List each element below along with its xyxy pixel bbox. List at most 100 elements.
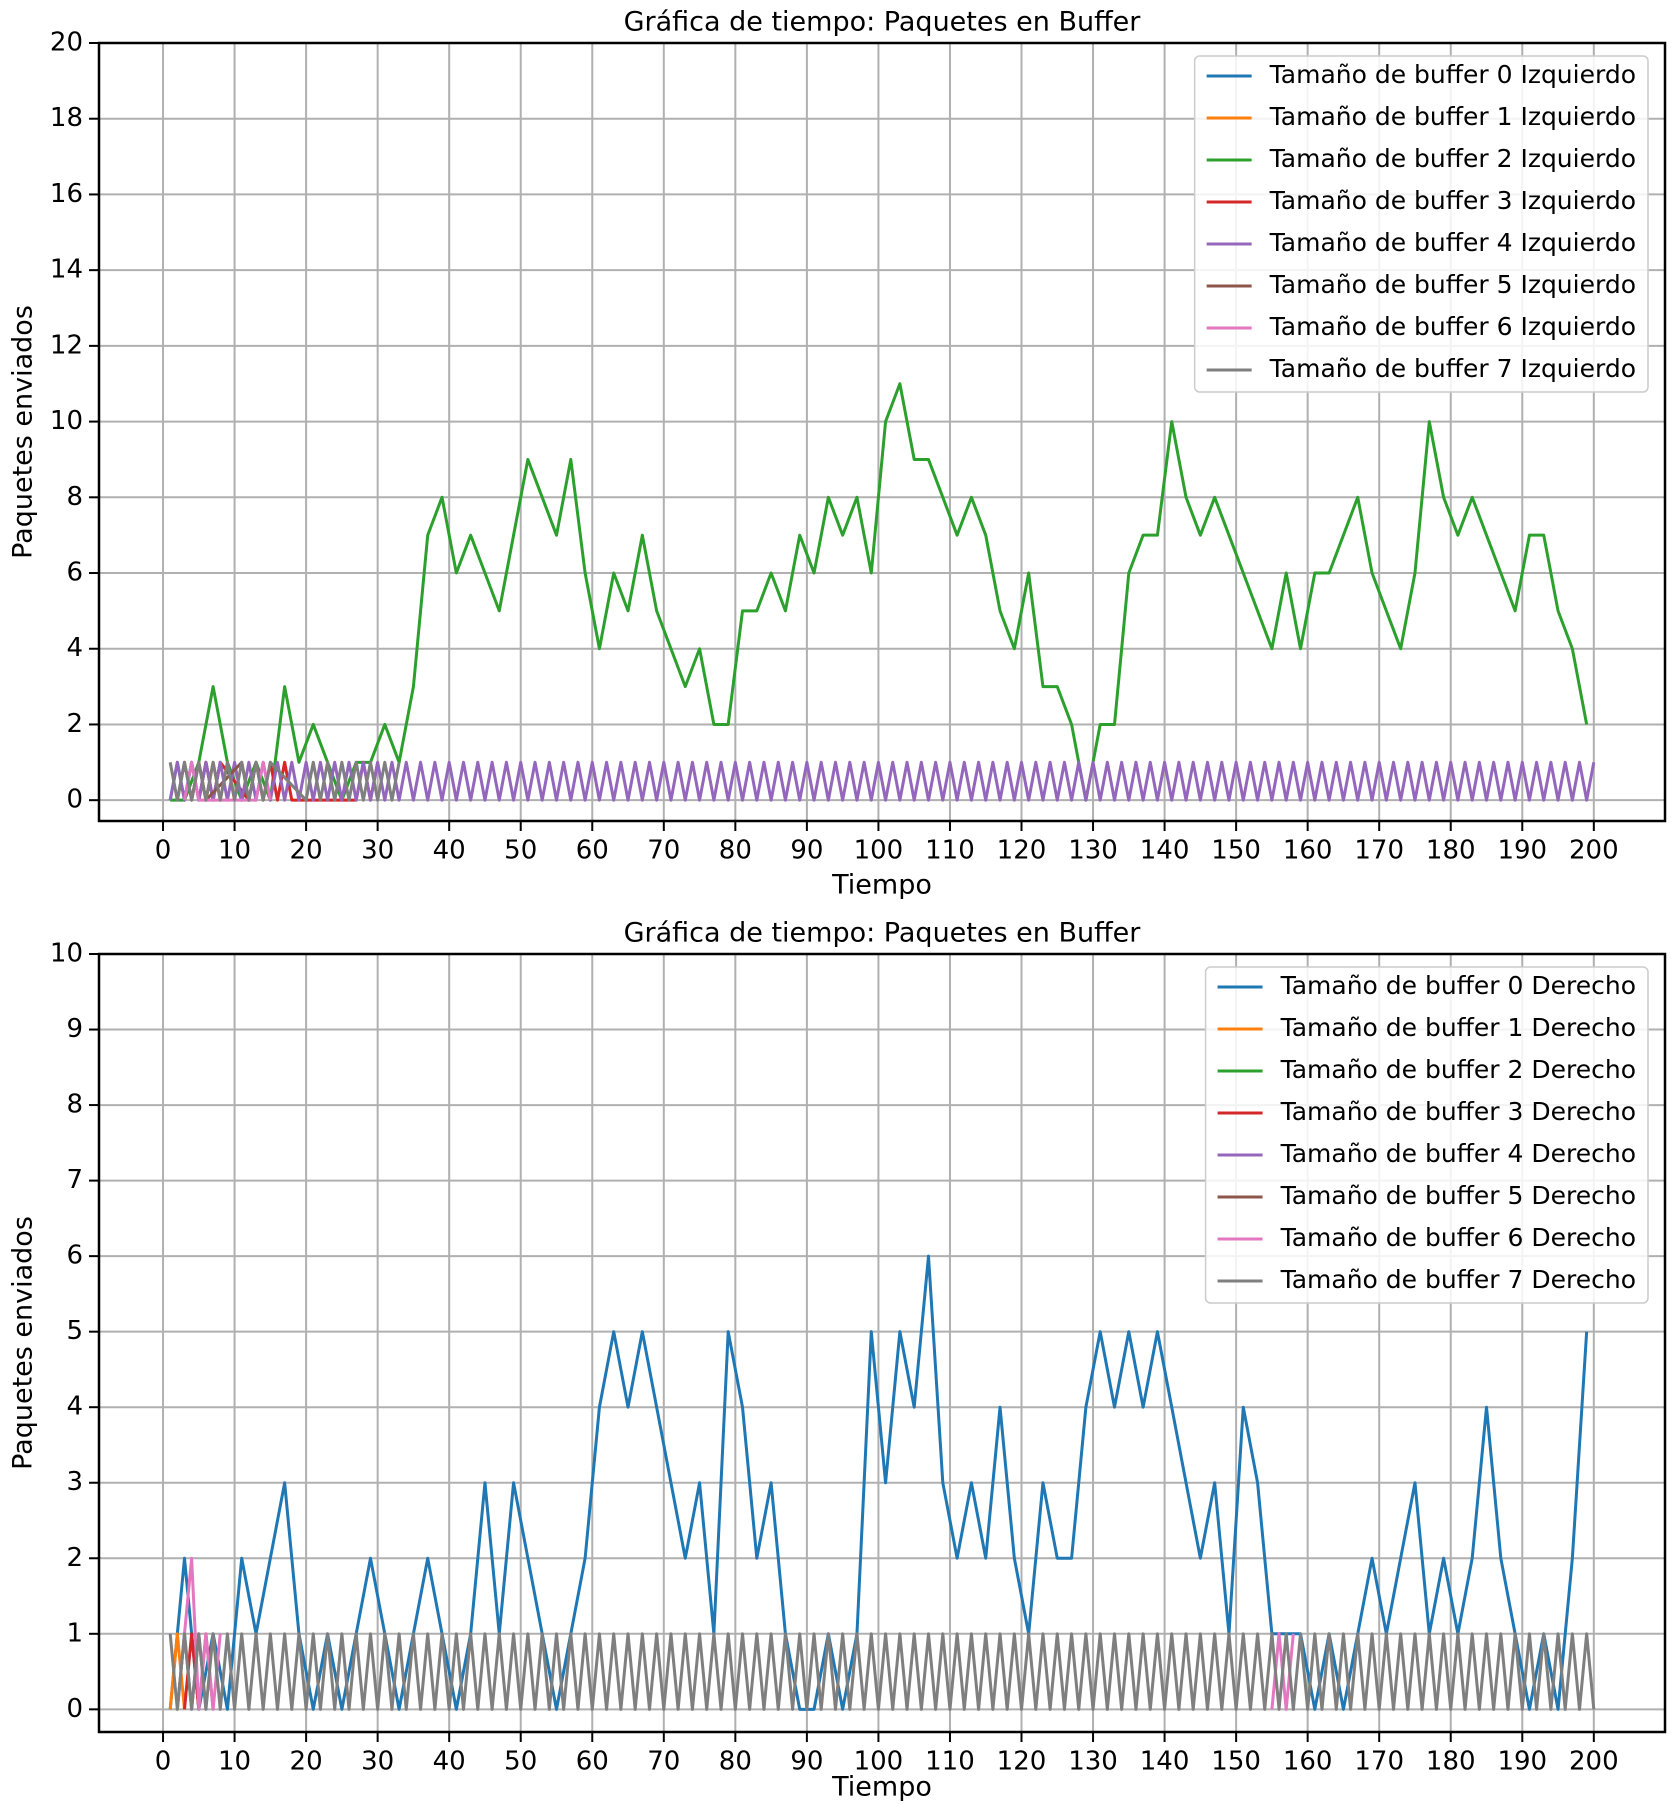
x-tick-label: 60: [576, 836, 609, 866]
series-line: [168, 760, 1596, 802]
x-tick-label: 70: [647, 1747, 680, 1777]
x-tick-label: 100: [854, 836, 904, 866]
y-tick-label: 2: [66, 1543, 83, 1573]
x-tick-label: 50: [504, 1747, 537, 1777]
x-tick-label: 40: [433, 1747, 466, 1777]
y-tick-label: 14: [50, 255, 83, 285]
legend-label: Tamaño de buffer 7 Derecho: [1280, 1265, 1636, 1294]
y-tick-label: 6: [66, 558, 83, 588]
y-tick-label: 2: [66, 709, 83, 739]
y-tick-label: 0: [66, 1694, 83, 1724]
x-tick-label: 80: [719, 836, 752, 866]
axes-frame: [97, 952, 1667, 1734]
legend-label: Tamaño de buffer 3 Derecho: [1280, 1097, 1636, 1126]
x-tick-label: 170: [1354, 1747, 1404, 1777]
legend-label: Tamaño de buffer 0 Derecho: [1280, 971, 1636, 1000]
y-tick-label: 8: [66, 482, 83, 512]
y-tick-label: 6: [66, 1241, 83, 1271]
legend-box: [1193, 55, 1649, 393]
series-line: [168, 1632, 186, 1710]
chart-title: Gráfica de tiempo: Paquetes en Buffer: [624, 7, 1142, 38]
x-tick-label: 50: [504, 836, 537, 866]
y-tick-label: 1: [66, 1618, 83, 1648]
x-tick-label: 70: [647, 836, 680, 866]
x-tick-label: 180: [1426, 836, 1476, 866]
y-tick-label: 10: [50, 939, 83, 969]
x-tick-label: 80: [719, 1747, 752, 1777]
x-tick-label: 160: [1283, 1747, 1333, 1777]
x-tick-label: 190: [1497, 1747, 1547, 1777]
series-line: [170, 382, 1589, 802]
x-tick-label: 120: [997, 1747, 1047, 1777]
legend-label: Tamaño de buffer 2 Izquierdo: [1269, 144, 1636, 173]
x-axis-label: Tiempo: [831, 870, 932, 901]
x-tick-label: 110: [925, 836, 975, 866]
x-tick-label: 20: [290, 1747, 323, 1777]
legend-label: Tamaño de buffer 6 Derecho: [1280, 1223, 1636, 1252]
x-tick-label: 10: [218, 1747, 251, 1777]
x-tick-label: 180: [1426, 1747, 1476, 1777]
x-tick-label: 0: [155, 836, 172, 866]
legend-label: Tamaño de buffer 4 Derecho: [1280, 1139, 1636, 1168]
y-tick-label: 8: [66, 1090, 83, 1120]
y-tick-label: 16: [50, 179, 83, 209]
legend-label: Tamaño de buffer 1 Izquierdo: [1269, 102, 1636, 131]
y-tick-label: 5: [66, 1316, 83, 1346]
x-tick-label: 130: [1068, 1747, 1118, 1777]
x-tick-label: 30: [361, 836, 394, 866]
y-axis-label: Paquetes enviados: [8, 305, 39, 559]
x-axis-label: Tiempo: [831, 1772, 932, 1803]
legend-label: Tamaño de buffer 2 Derecho: [1280, 1055, 1636, 1084]
legend-label: Tamaño de buffer 0 Izquierdo: [1269, 60, 1636, 89]
y-tick-label: 0: [66, 785, 83, 815]
series-line: [168, 760, 401, 802]
y-tick-label: 18: [50, 103, 83, 133]
y-tick-label: 10: [50, 406, 83, 436]
legend-label: Tamaño de buffer 7 Izquierdo: [1269, 354, 1636, 383]
x-tick-label: 10: [218, 836, 251, 866]
subplot: 0 10 20 30 40 50 60 70 80 90 100 110 120 130 140 150 160…: [8, 7, 1667, 901]
x-tick-label: 30: [361, 1747, 394, 1777]
x-tick-label: 200: [1569, 1747, 1619, 1777]
x-tick-label: 0: [155, 1747, 172, 1777]
legend-box: [1204, 966, 1649, 1304]
x-tick-label: 40: [433, 836, 466, 866]
legend-label: Tamaño de buffer 1 Derecho: [1280, 1013, 1636, 1042]
subplot: 0 10 20 30 40 50 60 70 80 90 100 110 120 130 140 150 160…: [8, 918, 1667, 1803]
x-tick-label: 60: [576, 1747, 609, 1777]
x-tick-label: 160: [1283, 836, 1333, 866]
series-line: [168, 1254, 1589, 1711]
y-tick-label: 7: [66, 1165, 83, 1195]
y-tick-label: 12: [50, 330, 83, 360]
x-tick-label: 90: [790, 1747, 823, 1777]
x-tick-label: 120: [997, 836, 1047, 866]
y-axis-label: Paquetes enviados: [8, 1216, 39, 1470]
x-tick-label: 130: [1068, 836, 1118, 866]
x-tick-label: 150: [1211, 1747, 1261, 1777]
x-tick-label: 140: [1140, 836, 1190, 866]
legend-label: Tamaño de buffer 3 Izquierdo: [1269, 186, 1636, 215]
x-tick-label: 20: [290, 836, 323, 866]
x-tick-label: 100: [854, 1747, 904, 1777]
series-line: [183, 760, 272, 802]
axes-frame: [97, 41, 1667, 823]
y-tick-label: 4: [66, 1392, 83, 1422]
x-tick-label: 190: [1497, 836, 1547, 866]
legend-label: Tamaño de buffer 5 Izquierdo: [1269, 270, 1636, 299]
y-tick-label: 4: [66, 633, 83, 663]
chart-title: Gráfica de tiempo: Paquetes en Buffer: [624, 918, 1142, 949]
x-tick-label: 150: [1211, 836, 1261, 866]
x-tick-label: 140: [1140, 1747, 1190, 1777]
x-tick-label: 90: [790, 836, 823, 866]
legend: Tamaño de buffer 0 Derecho Tamaño de buff…: [1204, 966, 1649, 1304]
series-line: [168, 1632, 1596, 1711]
legend-label: Tamaño de buffer 5 Derecho: [1280, 1181, 1636, 1210]
y-tick-label: 9: [66, 1014, 83, 1044]
legend-label: Tamaño de buffer 6 Izquierdo: [1269, 312, 1636, 341]
x-tick-label: 110: [925, 1747, 975, 1777]
y-tick-label: 20: [50, 28, 83, 58]
y-tick-label: 3: [66, 1467, 83, 1497]
x-tick-label: 200: [1569, 836, 1619, 866]
legend-label: Tamaño de buffer 4 Izquierdo: [1269, 228, 1636, 257]
